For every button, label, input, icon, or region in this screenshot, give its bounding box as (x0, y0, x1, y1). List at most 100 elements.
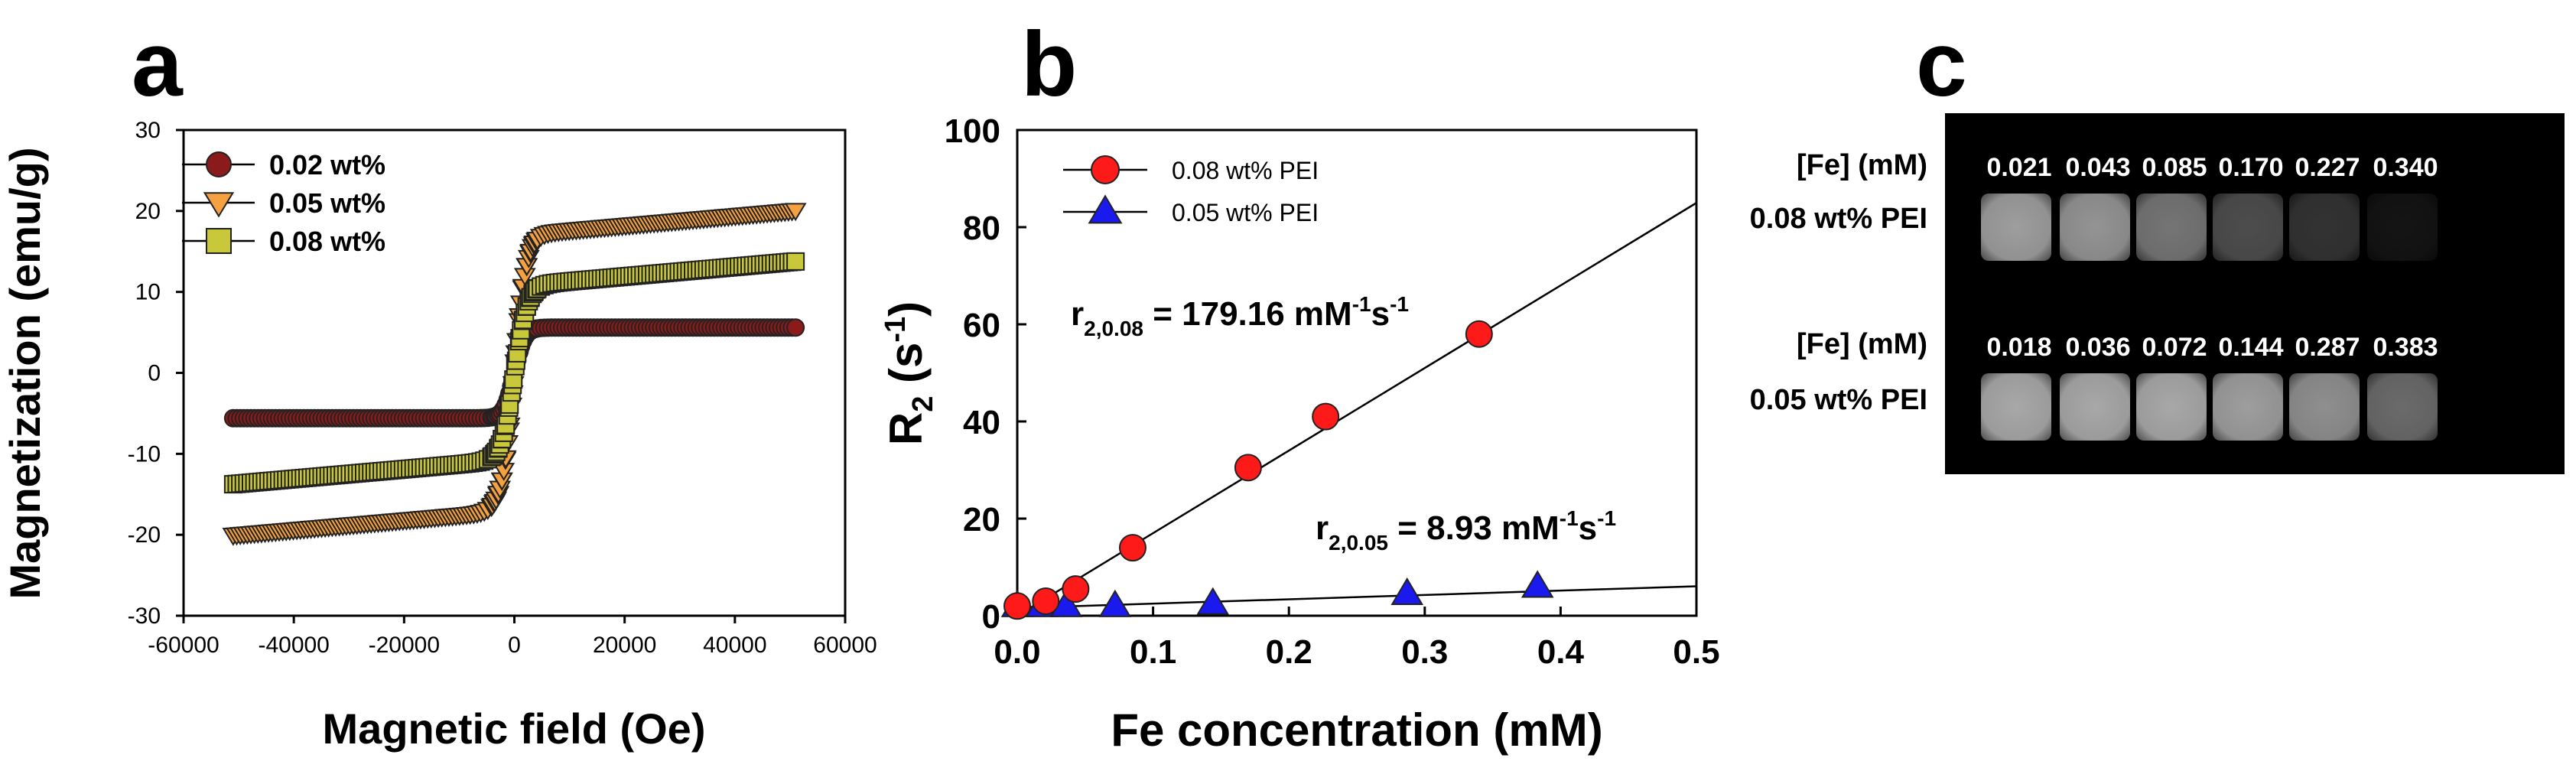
panel-c-letter: c (1916, 13, 1967, 115)
y-tick-label: 60 (963, 307, 1000, 344)
legend-label: 0.08 wt% PEI (1172, 157, 1319, 184)
mri-concentration-value: 0.043 (2065, 153, 2130, 182)
y-tick-label: 30 (135, 118, 161, 143)
panel-b-legend: 0.08 wt% PEI 0.05 wt% PEI (1063, 155, 1319, 226)
annot2-prefix: r (1316, 509, 1329, 547)
data-point (1234, 454, 1262, 482)
annot2-sub: 2,0.05 (1329, 531, 1388, 555)
mri-phantom-grid: [Fe] (mM) 0.08 wt% PEI 0.021 0.043 0.085 0.17… (1750, 149, 2438, 441)
data-point (1521, 570, 1554, 598)
annot2-tail: s (1579, 509, 1597, 547)
data-point (786, 252, 805, 271)
data-point (1196, 587, 1230, 615)
series-0-05-wt- (222, 203, 807, 546)
data-point (786, 318, 805, 337)
y-tick-label: 20 (963, 501, 1000, 538)
y-tick-label: 80 (963, 210, 1000, 247)
panel-b-ylabel: R2 (s-1) (880, 301, 939, 445)
mri-concentration-value: 0.144 (2218, 333, 2283, 362)
x-tick-label: 60000 (813, 633, 877, 658)
x-tick-label: -60000 (148, 633, 219, 658)
panel-a-data (222, 203, 807, 546)
panel-b-xlabel: Fe concentration (mM) (1111, 704, 1602, 756)
series-0-08-wt- (223, 252, 805, 494)
y-tick-label: 100 (945, 112, 1000, 150)
legend-marker (1091, 155, 1120, 184)
mri-concentration-value: 0.170 (2218, 153, 2283, 182)
mri-concentration-value: 0.287 (2295, 333, 2360, 362)
mri-row-label: 0.08 wt% PEI (1750, 203, 1927, 235)
x-tick-label: 20000 (593, 633, 656, 658)
annot2-sup2: -1 (1597, 506, 1616, 530)
mri-concentration-value: 0.340 (2373, 153, 2438, 182)
y-tick-label: 10 (135, 280, 161, 305)
mri-concentration-value: 0.227 (2295, 153, 2360, 182)
mri-concentration-value: 0.021 (1986, 153, 2051, 182)
annot1-prefix: r (1071, 295, 1084, 333)
annot1-sup: -1 (1352, 292, 1371, 316)
legend-label: 0.08 wt% (269, 226, 385, 257)
legend-marker (206, 228, 232, 254)
panel-b-ylabel-main: R (880, 412, 932, 445)
panel-a: a -60000 -40000 -20000 0 20000 40000 60000-30-… (1, 13, 877, 753)
mri-phantom-well (2136, 194, 2207, 261)
legend-marker (1088, 194, 1123, 224)
panel-b-ticks: 0.0 0.1 0.2 0.3 0.4 0.5 0 20 40 60 80 100 (945, 112, 1720, 671)
panel-b-ylabel-close: ) (880, 301, 932, 317)
x-tick-label: 40000 (703, 633, 766, 658)
y-tick-label: -20 (128, 522, 161, 548)
y-tick-label: -30 (128, 603, 161, 629)
mri-phantom-well (2213, 373, 2283, 441)
panel-b-ylabel-sub: 2 (907, 396, 939, 412)
x-tick-label: 0 (508, 633, 521, 658)
mri-fe-label: [Fe] (mM) (1797, 328, 1927, 360)
panel-a-legend: 0.02 wt% 0.05 wt% 0.08 wt% (182, 149, 385, 257)
panel-a-letter: a (132, 13, 184, 115)
annot1-sup2: -1 (1390, 292, 1409, 316)
annot1-value: = 179.16 mM (1143, 295, 1352, 333)
legend-label: 0.02 wt% (269, 149, 385, 181)
mri-phantom-well (2213, 194, 2283, 261)
panel-b-data (1000, 320, 1554, 620)
panel-b-ylabel-paren: (s (880, 343, 932, 396)
data-point (1390, 577, 1424, 606)
y-tick-label: 40 (963, 404, 1000, 441)
x-tick-label: 0.1 (1130, 633, 1176, 671)
x-tick-label: 0.3 (1401, 633, 1448, 671)
y-tick-label: 20 (135, 199, 161, 224)
y-tick-label: -10 (128, 441, 161, 467)
mri-phantom-well (2289, 194, 2360, 261)
data-point (1118, 534, 1147, 562)
data-point (784, 203, 807, 222)
data-point (1032, 587, 1060, 615)
series-0-08-wt-PEI (1003, 320, 1493, 620)
y-tick-label: 0 (148, 361, 161, 386)
mri-phantom-well (1981, 373, 2051, 441)
mri-phantom-well (2060, 194, 2130, 261)
panel-a-xlabel: Magnetic field (Oe) (323, 704, 706, 753)
mri-concentration-value: 0.036 (2065, 333, 2130, 362)
y-tick-label: 0 (982, 598, 1000, 636)
panel-b-letter: b (1021, 13, 1077, 115)
legend-label: 0.05 wt% PEI (1172, 199, 1319, 226)
mri-concentration-value: 0.018 (1986, 333, 2051, 362)
data-point (1465, 320, 1493, 348)
mri-phantom-well (2367, 373, 2438, 441)
x-tick-label: 0.5 (1673, 633, 1719, 671)
annot1-tail: s (1371, 295, 1390, 333)
mri-phantom-well (1981, 194, 2051, 261)
x-tick-label: 0.4 (1537, 633, 1585, 671)
legend-marker (206, 151, 232, 177)
mri-concentration-value: 0.383 (2373, 333, 2438, 362)
x-tick-label: -20000 (369, 633, 440, 658)
x-tick-label: -40000 (258, 633, 329, 658)
legend-marker (203, 192, 235, 218)
annot2-sup: -1 (1560, 506, 1579, 530)
data-point (1098, 589, 1132, 617)
annot2-value: = 8.93 mM (1388, 509, 1560, 547)
panel-a-ylabel: Magnetization (emu/g) (1, 147, 49, 599)
panel-a-ticks: -60000 -40000 -20000 0 20000 40000 60000 -30 -20… (128, 118, 877, 658)
mri-fe-label: [Fe] (mM) (1797, 149, 1927, 181)
mri-row-label: 0.05 wt% PEI (1750, 384, 1927, 416)
